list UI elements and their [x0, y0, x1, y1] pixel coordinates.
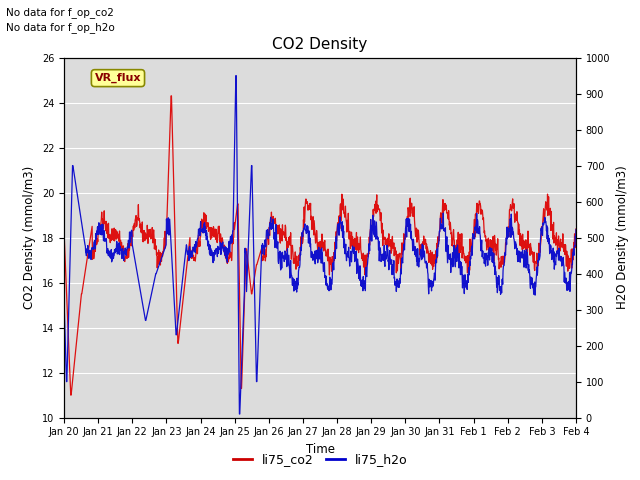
- X-axis label: Time: Time: [305, 443, 335, 456]
- Legend: li75_co2, li75_h2o: li75_co2, li75_h2o: [228, 448, 412, 471]
- Title: CO2 Density: CO2 Density: [273, 37, 367, 52]
- li75_h2o: [572, 227, 580, 232]
- li75_co2: [167, 93, 175, 99]
- li75_h2o: [161, 244, 169, 250]
- li75_co2: [232, 215, 240, 221]
- li75_co2: [60, 228, 68, 234]
- li75_h2o: [231, 111, 239, 117]
- li75_h2o: [512, 241, 520, 247]
- li75_co2: [67, 392, 75, 398]
- li75_h2o: [174, 319, 182, 325]
- Text: VR_flux: VR_flux: [95, 73, 141, 83]
- li75_co2: [175, 337, 182, 343]
- Y-axis label: CO2 Density (mmol/m3): CO2 Density (mmol/m3): [23, 166, 36, 309]
- li75_co2: [512, 214, 520, 220]
- li75_co2: [467, 249, 474, 254]
- li75_h2o: [236, 411, 243, 417]
- Line: li75_co2: li75_co2: [64, 96, 576, 395]
- li75_h2o: [400, 241, 408, 247]
- li75_co2: [162, 235, 170, 240]
- Text: No data for f_op_h2o: No data for f_op_h2o: [6, 22, 115, 33]
- li75_co2: [400, 231, 408, 237]
- li75_h2o: [467, 256, 474, 262]
- li75_h2o: [232, 73, 240, 79]
- Line: li75_h2o: li75_h2o: [64, 76, 576, 414]
- Y-axis label: H2O Density (mmol/m3): H2O Density (mmol/m3): [616, 166, 628, 310]
- li75_h2o: [60, 296, 68, 302]
- li75_co2: [572, 226, 580, 232]
- Text: No data for f_op_co2: No data for f_op_co2: [6, 7, 115, 18]
